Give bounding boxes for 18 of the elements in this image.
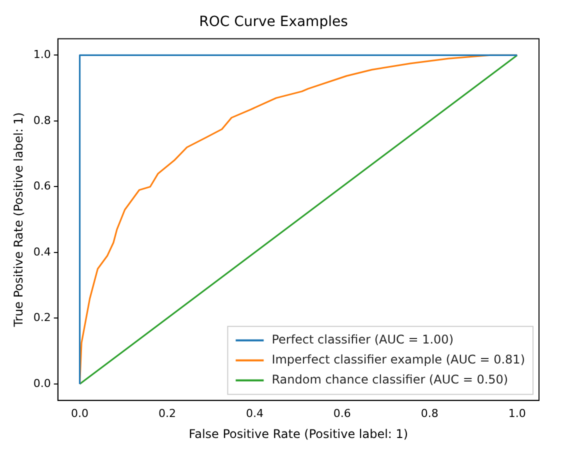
legend-label: Perfect classifier (AUC = 1.00) bbox=[272, 332, 454, 347]
y-tick-label: 0.6 bbox=[33, 180, 51, 193]
x-tick-label: 1.0 bbox=[508, 406, 526, 420]
x-tick-label: 0.4 bbox=[246, 406, 264, 420]
y-tick-label: 0.4 bbox=[33, 245, 51, 258]
y-tick-label: 0.2 bbox=[33, 311, 51, 324]
x-tick-label: 0.2 bbox=[158, 406, 176, 420]
x-tick-label: 0.0 bbox=[71, 406, 89, 420]
y-tick-label: 0.0 bbox=[33, 376, 51, 390]
y-axis-title: True Positive Rate (Positive label: 1) bbox=[11, 112, 26, 328]
legend-label: Imperfect classifier example (AUC = 0.81) bbox=[272, 352, 526, 367]
y-tick-label: 1.0 bbox=[33, 48, 51, 62]
legend-label: Random chance classifier (AUC = 0.50) bbox=[272, 372, 508, 387]
x-axis-title: False Positive Rate (Positive label: 1) bbox=[188, 426, 408, 441]
x-tick-label: 0.6 bbox=[333, 406, 351, 420]
chart-title: ROC Curve Examples bbox=[199, 14, 348, 30]
y-tick-label: 0.8 bbox=[33, 114, 51, 127]
x-tick-label: 0.8 bbox=[420, 406, 438, 420]
